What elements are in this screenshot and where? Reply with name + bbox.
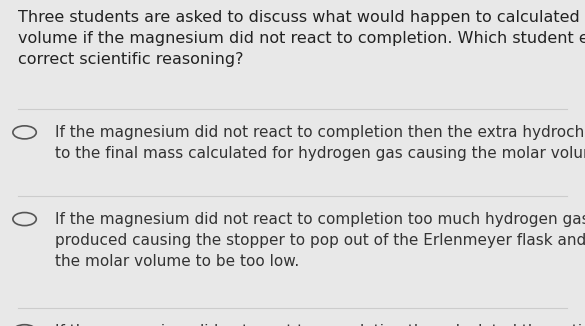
Text: If the magnesium did not react to completion then the extra hydrochloric acid wo: If the magnesium did not react to comple… (55, 125, 585, 161)
Text: If the magnesium did not react to completion too much hydrogen gas would be
prod: If the magnesium did not react to comple… (55, 212, 585, 269)
Text: If the magnesium did not react to completion the calculated theoretical moles of: If the magnesium did not react to comple… (55, 324, 585, 326)
Text: Three students are asked to discuss what would happen to calculated molar
volume: Three students are asked to discuss what… (18, 10, 585, 67)
